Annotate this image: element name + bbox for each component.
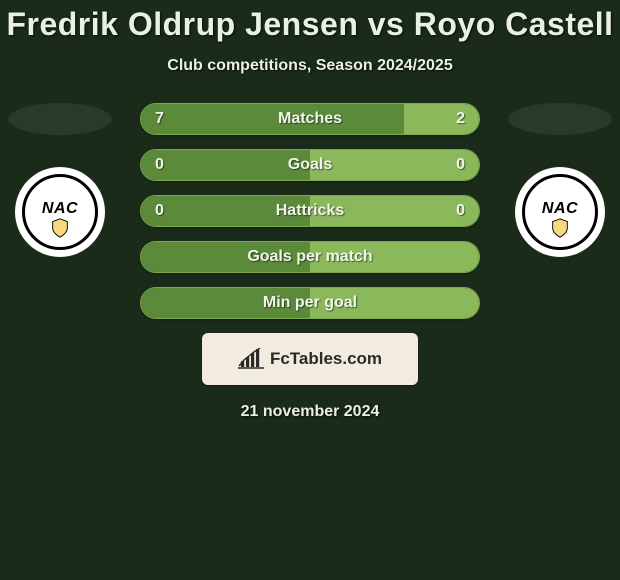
right-player-col: NAC (500, 103, 620, 257)
stat-bar-left-seg (141, 288, 310, 318)
stat-bar-right-seg (310, 242, 479, 272)
left-player-col: NAC (0, 103, 120, 257)
stat-bar: Goals per match (140, 241, 480, 273)
right-ellipse-decor (508, 103, 612, 135)
brand-text: FcTables.com (270, 349, 382, 369)
shield-icon (49, 217, 71, 239)
stat-bar: Goals00 (140, 149, 480, 181)
stat-bar-left-seg (141, 196, 310, 226)
content-row: NAC Matches72 Goals00 Hattricks00 Goals per… (0, 103, 620, 319)
left-club-badge-text: NAC (42, 200, 78, 218)
date-text: 21 november 2024 (241, 403, 380, 421)
stat-bar-right-seg (310, 150, 479, 180)
shield-icon (549, 217, 571, 239)
stat-bar-right-seg (310, 196, 479, 226)
chart-icon (238, 348, 264, 370)
stat-bar-left-seg (141, 150, 310, 180)
stat-bar-left-seg (141, 104, 404, 134)
left-club-badge-inner: NAC (22, 174, 98, 250)
stat-bar-right-seg (310, 288, 479, 318)
stat-bars: Matches72 Goals00 Hattricks00 Goals per mat… (120, 103, 500, 319)
stat-bar: Matches72 (140, 103, 480, 135)
right-club-badge-inner: NAC (522, 174, 598, 250)
brand-box: FcTables.com (202, 333, 418, 385)
stat-bar: Hattricks00 (140, 195, 480, 227)
comparison-page: Fredrik Oldrup Jensen vs Royo Castell Cl… (0, 0, 620, 580)
subtitle: Club competitions, Season 2024/2025 (167, 57, 452, 75)
page-title: Fredrik Oldrup Jensen vs Royo Castell (6, 6, 613, 43)
stat-bar: Min per goal (140, 287, 480, 319)
stat-bar-right-seg (404, 104, 479, 134)
right-club-badge: NAC (515, 167, 605, 257)
right-club-badge-text: NAC (542, 200, 578, 218)
left-club-badge: NAC (15, 167, 105, 257)
left-ellipse-decor (8, 103, 112, 135)
stat-bar-left-seg (141, 242, 310, 272)
